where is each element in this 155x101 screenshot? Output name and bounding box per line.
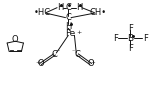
Text: F: F [128,24,133,33]
Text: CH•: CH• [90,8,107,17]
Text: Fe: Fe [65,29,76,38]
Text: C: C [65,13,71,22]
Text: +: + [76,30,81,35]
Text: H: H [76,3,82,12]
Text: O: O [12,35,19,44]
Text: +: + [91,60,95,65]
Text: H: H [65,22,71,31]
Text: O: O [87,59,94,68]
Text: B: B [127,34,134,43]
Text: F: F [113,34,118,43]
Text: H: H [57,3,63,12]
Text: ⁻: ⁻ [57,51,60,56]
Text: C: C [65,3,71,12]
Text: ⁻: ⁻ [72,51,75,56]
Text: C: C [51,50,57,59]
Text: F: F [143,34,148,43]
Text: C: C [75,50,80,59]
Text: F: F [128,44,133,53]
Text: O: O [37,59,44,68]
Text: •HC: •HC [34,8,51,17]
Text: +: + [36,60,40,65]
